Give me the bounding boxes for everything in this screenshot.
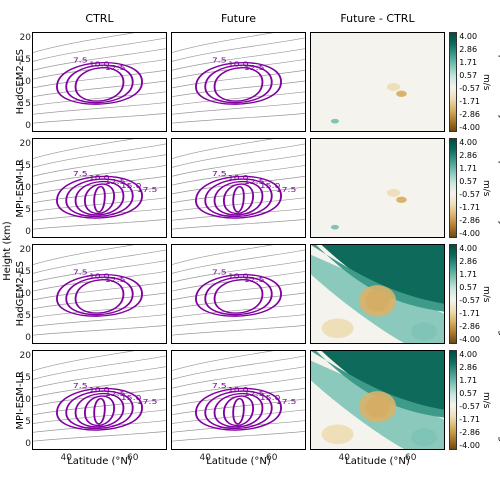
- svg-text:12.5: 12.5: [244, 64, 265, 72]
- panel-r4-ctrl: 20151050 4060 7.510.012.515.017.5: [32, 350, 167, 450]
- svg-text:7.5: 7.5: [212, 268, 227, 276]
- col-title-ctrl: CTRL: [32, 12, 167, 26]
- svg-text:7.5: 7.5: [212, 170, 227, 178]
- colorbar-gradient: [449, 32, 457, 132]
- svg-text:17.5: 17.5: [137, 397, 158, 405]
- colorbar-r1: 4.002.861.710.57-0.57-1.71-2.86-4.00 m/s: [449, 32, 491, 132]
- yticks: 20151050: [13, 33, 31, 131]
- svg-text:17.5: 17.5: [276, 185, 297, 193]
- ylabel: Height (km): [2, 221, 13, 281]
- panel-r1-ctrl: 20151050 7.510.012.5: [32, 32, 167, 132]
- svg-text:12.5: 12.5: [105, 276, 126, 284]
- colorbar-unit: m/s: [481, 74, 491, 91]
- svg-text:17.5: 17.5: [276, 397, 297, 405]
- svg-text:7.5: 7.5: [212, 382, 227, 390]
- panel-r4-future: 4060 7.510.012.515.017.5: [171, 350, 306, 450]
- svg-text:7.5: 7.5: [73, 56, 88, 64]
- svg-text:12.5: 12.5: [105, 64, 126, 72]
- svg-text:7.5: 7.5: [73, 170, 88, 178]
- svg-text:7.5: 7.5: [212, 56, 227, 64]
- panel-r2-diff: [310, 138, 445, 238]
- panel-r1-future: 7.510.012.5: [171, 32, 306, 132]
- col-title-diff: Future - CTRL: [310, 12, 445, 26]
- panel-r2-future: 7.510.012.515.017.5: [171, 138, 306, 238]
- svg-text:12.5: 12.5: [244, 276, 265, 284]
- svg-text:7.5: 7.5: [73, 382, 88, 390]
- svg-text:17.5: 17.5: [137, 185, 158, 193]
- contour-svg: 7.510.012.5: [33, 33, 166, 131]
- panel-r3-future: 7.510.012.5: [171, 244, 306, 344]
- figure-grid: CTRL Future Future - CTRL HadGEM2-ES 201…: [12, 12, 488, 484]
- panel-r1-diff: [310, 32, 445, 132]
- panel-r3-ctrl: 20151050 7.510.012.5: [32, 244, 167, 344]
- svg-text:7.5: 7.5: [73, 268, 88, 276]
- panel-r4-diff: 4060: [310, 350, 445, 450]
- colorbar-ticks: 4.002.861.710.57-0.57-1.71-2.86-4.00: [459, 32, 480, 132]
- panel-r2-ctrl: 20151050 7.510.012.515.017.5: [32, 138, 167, 238]
- panel-r3-diff: [310, 244, 445, 344]
- col-title-future: Future: [171, 12, 306, 26]
